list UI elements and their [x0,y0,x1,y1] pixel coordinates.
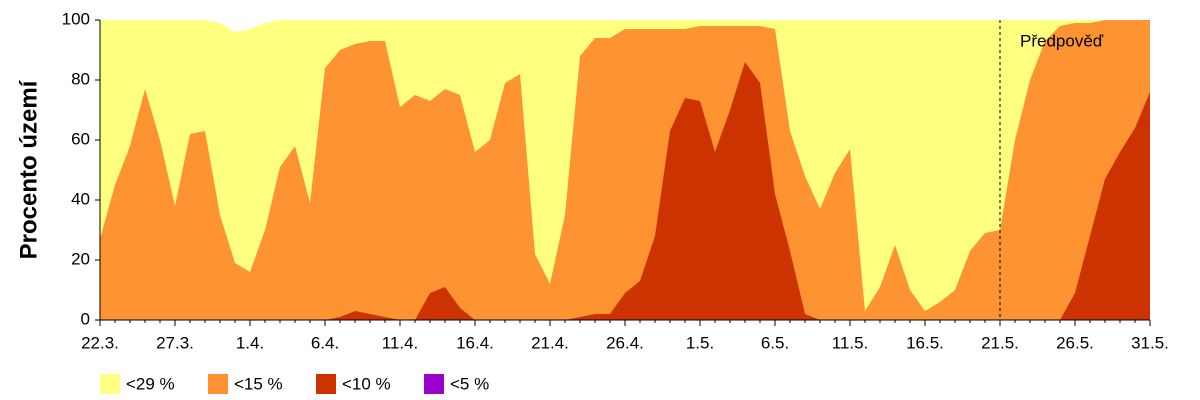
x-tick-label: 16.5. [906,333,944,352]
x-tick-label: 21.4. [531,333,569,352]
x-tick-label: 1.4. [236,333,264,352]
x-tick-label: 27.3. [156,333,194,352]
x-tick-label: 22.3. [81,333,119,352]
legend-label: <15 % [234,374,283,393]
area [100,20,1150,320]
x-tick-label: 1.5. [686,333,714,352]
legend-swatch [424,374,444,394]
legend-swatch [316,374,336,394]
y-tick-label: 100 [62,9,90,28]
y-tick-label: 80 [71,69,90,88]
x-tick-label: 11.4. [382,333,419,352]
y-tick-label: 40 [71,189,90,208]
x-tick-label: 6.5. [761,333,789,352]
x-tick-label: 11.5. [832,333,869,352]
y-axis-label: Procento území [15,79,42,259]
x-tick-label: 6.4. [311,333,339,352]
x-tick-label: 21.5. [981,333,1019,352]
x-tick-label: 31.5. [1131,333,1169,352]
y-tick-label: 20 [71,249,90,268]
legend-label: <10 % [342,374,391,393]
x-tick-label: 16.4. [456,333,494,352]
legend-label: <5 % [450,374,489,393]
y-tick-label: 0 [81,309,90,328]
legend-swatch [208,374,228,394]
legend-swatch [100,374,120,394]
x-tick-label: 26.4. [606,333,644,352]
legend-label: <29 % [126,374,175,393]
x-tick-label: 26.5. [1056,333,1094,352]
annotation: Předpověď [1020,31,1104,50]
y-tick-label: 60 [71,129,90,148]
